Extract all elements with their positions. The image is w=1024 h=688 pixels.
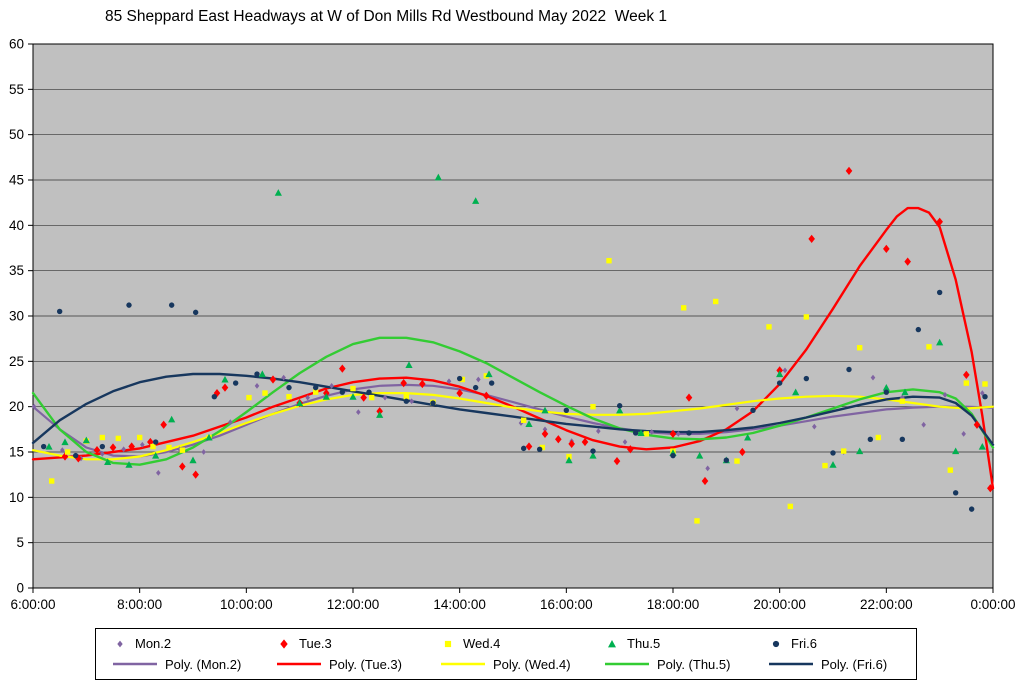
legend-item-poly.-tue.3-[interactable]: Poly. (Tue.3) [260,657,424,672]
x-tick-label: 0:00:00 [970,597,1015,612]
legend-label: Poly. (Wed.4) [493,656,571,672]
y-tick-label: 0 [16,581,24,596]
legend-label: Tue.3 [299,636,332,652]
trendline-poly.-wed.4- [31,392,995,461]
x-tick-label: 20:00:00 [753,597,806,612]
legend-row-lines: Poly. (Mon.2) Poly. (Tue.3) Poly. (Wed.4) P… [96,657,916,672]
legend-item-poly.-mon.2-[interactable]: Poly. (Mon.2) [96,657,260,672]
triangle-marker-icon [608,639,616,648]
chart-legend: Mon.2 Tue.3 Wed.4 Thu.5 Fri.6 Poly. (Mon.2) P… [95,628,917,680]
trendline-sample-icon [605,662,649,666]
legend-label: Mon.2 [135,636,172,652]
chart-title: 85 Sheppard East Headways at W of Don Mi… [105,8,668,25]
y-tick-label: 35 [9,263,24,278]
y-tick-label: 10 [9,490,24,505]
chart-canvas: 0 5 10 15 20 25 30 35 40 45 50 55 60 6:00:00 8:00:00 10… [9,37,1016,613]
x-tick-label: 6:00:00 [10,597,55,612]
legend-label: Poly. (Tue.3) [329,656,402,672]
axis-tick-labels: 0 5 10 15 20 25 30 35 40 45 50 55 60 6:00:00 8:00:00 10… [9,37,1016,613]
x-tick-label: 12:00:00 [327,597,380,612]
legend-label: Fri.6 [791,636,817,652]
y-tick-label: 25 [9,354,24,369]
legend-item-mon.2[interactable]: Mon.2 [96,636,260,651]
y-tick-label: 60 [9,37,24,52]
trendline-sample-icon [441,662,485,666]
legend-item-poly.-wed.4-[interactable]: Poly. (Wed.4) [424,657,588,672]
x-tick-label: 8:00:00 [117,597,162,612]
legend-item-thu.5[interactable]: Thu.5 [588,636,752,651]
trendline-sample-icon [113,662,157,666]
gridlines-and-ticks [28,43,994,593]
legend-item-tue.3[interactable]: Tue.3 [260,636,424,651]
legend-label: Wed.4 [463,636,501,652]
diamond-marker-icon [280,639,288,649]
x-tick-label: 14:00:00 [433,597,486,612]
y-tick-label: 55 [9,82,24,97]
legend-label: Thu.5 [627,636,661,652]
circle-marker-icon [772,640,780,647]
x-tick-label: 18:00:00 [647,597,700,612]
y-tick-label: 40 [9,218,24,233]
legend-item-fri.6[interactable]: Fri.6 [752,636,916,651]
x-tick-label: 22:00:00 [860,597,913,612]
legend-item-poly.-thu.5-[interactable]: Poly. (Thu.5) [588,657,752,672]
trendline-sample-icon [769,662,813,666]
legend-item-wed.4[interactable]: Wed.4 [424,636,588,651]
y-tick-label: 30 [9,309,24,324]
trendline-poly.-thu.5- [31,336,995,466]
x-tick-label: 16:00:00 [540,597,593,612]
trendline-sample-icon [277,662,321,666]
legend-item-poly.-fri.6-[interactable]: Poly. (Fri.6) [752,657,916,672]
y-tick-label: 50 [9,127,24,142]
y-tick-label: 20 [9,399,24,414]
y-tick-label: 5 [16,535,24,550]
legend-label: Poly. (Fri.6) [821,656,888,672]
diamond-marker-icon [117,640,123,648]
y-tick-label: 15 [9,445,24,460]
scatter-series-thu.5 [45,173,986,468]
trendline-poly.-tue.3- [31,206,995,490]
x-tick-label: 10:00:00 [220,597,273,612]
scatter-series-fri.6 [40,289,988,512]
legend-row-markers: Mon.2 Tue.3 Wed.4 Thu.5 Fri.6 [96,636,916,651]
trendline-poly.-mon.2- [31,383,995,458]
legend-label: Poly. (Thu.5) [657,656,731,672]
y-tick-label: 45 [9,173,24,188]
square-marker-icon [444,640,452,647]
legend-label: Poly. (Mon.2) [165,656,242,672]
